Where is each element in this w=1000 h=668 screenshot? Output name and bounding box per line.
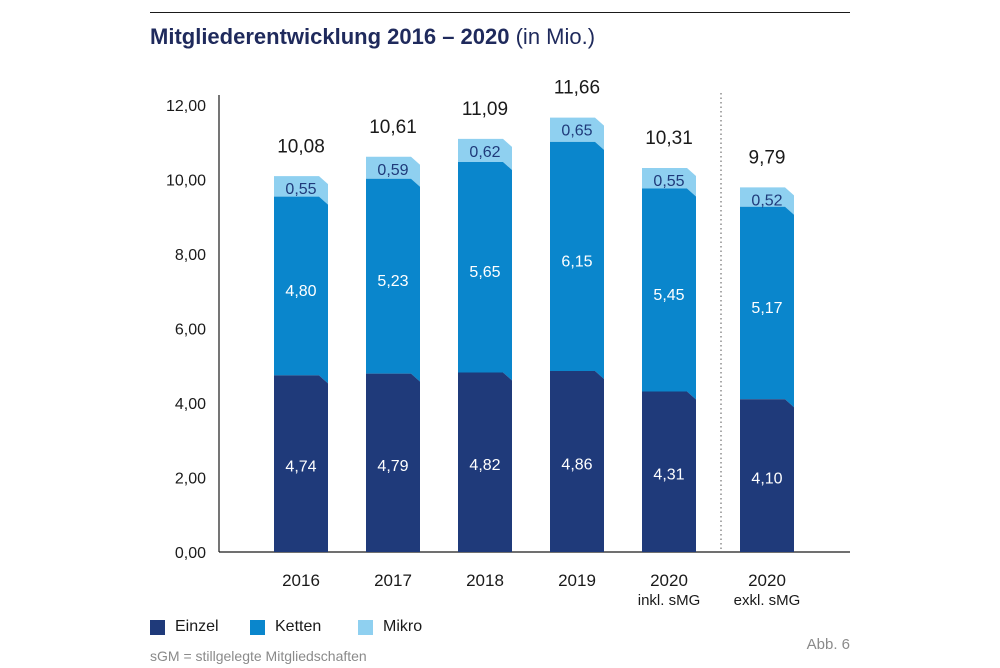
x-tick-label: exkl. sMG: [734, 592, 801, 609]
total-label: 10,31: [645, 128, 693, 149]
x-tick-label: inkl. sMG: [638, 592, 701, 609]
figure-reference: Abb. 6: [806, 636, 850, 653]
data-label-einzel: 4,10: [751, 471, 782, 488]
x-tick-label: 2018: [466, 571, 504, 590]
footnote: sGM = stillgelegte Mitgliedschaften: [150, 648, 367, 664]
data-label-mikro: 0,55: [653, 173, 684, 190]
legend-item-mikro: Mikro: [358, 618, 422, 636]
data-label-einzel: 4,74: [285, 459, 316, 476]
segment-einzel: [642, 391, 696, 552]
data-label-mikro: 0,55: [285, 181, 316, 198]
x-tick-label: 2019: [558, 571, 596, 590]
segment-mikro: [740, 187, 794, 215]
segment-ketten: [642, 188, 696, 400]
segment-einzel: [550, 370, 604, 552]
segment-ketten: [740, 206, 794, 408]
segment-ketten: [458, 161, 512, 381]
x-tick-label: 2017: [374, 571, 412, 590]
y-tick-label: 0,00: [175, 545, 206, 562]
total-label: 11,09: [462, 99, 508, 120]
segment-einzel: [740, 399, 794, 552]
y-tick-label: 12,00: [166, 98, 206, 115]
total-label: 10,08: [277, 137, 325, 158]
segment-ketten: [366, 178, 420, 382]
segment-einzel: [366, 373, 420, 552]
y-tick-label: 4,00: [175, 396, 206, 413]
legend-label-ketten: Ketten: [275, 618, 322, 635]
data-label-ketten: 4,80: [285, 283, 316, 300]
segment-mikro: [550, 117, 604, 150]
segment-mikro: [458, 138, 512, 170]
segment-ketten: [274, 196, 328, 384]
x-tick-label: 2020: [748, 571, 786, 590]
legend-swatch-ketten: [250, 619, 265, 635]
chart-title: Mitgliederentwicklung 2016 – 2020 (in Mi…: [150, 24, 595, 50]
y-tick-label: 2,00: [175, 471, 206, 488]
legend-label-mikro: Mikro: [383, 618, 423, 635]
legend-swatch-einzel: [150, 619, 165, 635]
legend-item-einzel: Einzel: [150, 618, 219, 636]
segment-mikro: [274, 176, 328, 205]
segment-mikro: [642, 167, 696, 197]
legend-swatch-mikro: [358, 619, 373, 635]
y-tick-label: 10,00: [166, 173, 206, 190]
y-tick-label: 8,00: [175, 247, 206, 264]
total-label: 9,79: [749, 147, 786, 168]
chart-title-unit: (in Mio.): [515, 24, 596, 49]
data-label-mikro: 0,59: [377, 162, 408, 179]
segment-mikro: [366, 156, 420, 187]
x-tick-label: 2016: [282, 571, 320, 590]
segment-ketten: [550, 141, 604, 379]
data-label-ketten: 6,15: [561, 253, 592, 270]
data-label-einzel: 4,79: [377, 458, 408, 475]
top-rule: [150, 12, 850, 13]
data-label-ketten: 5,65: [469, 264, 500, 281]
x-tick-label: 2020: [650, 571, 688, 590]
y-tick-label: 6,00: [175, 322, 206, 339]
segment-einzel: [458, 372, 512, 552]
data-label-einzel: 4,82: [469, 457, 500, 474]
data-label-ketten: 5,23: [377, 273, 408, 290]
data-label-mikro: 0,62: [469, 144, 500, 161]
chart-title-text: Mitgliederentwicklung 2016 – 2020: [150, 24, 510, 49]
legend-item-ketten: Ketten: [250, 618, 321, 636]
data-label-einzel: 4,31: [653, 467, 684, 484]
data-label-mikro: 0,65: [561, 123, 592, 140]
segment-einzel: [274, 375, 328, 552]
data-label-mikro: 0,52: [751, 192, 782, 209]
legend-label-einzel: Einzel: [175, 618, 219, 635]
total-label: 11,66: [554, 78, 600, 99]
data-label-ketten: 5,45: [653, 287, 684, 304]
total-label: 10,61: [369, 117, 417, 138]
data-label-einzel: 4,86: [561, 456, 592, 473]
data-label-ketten: 5,17: [751, 300, 782, 317]
